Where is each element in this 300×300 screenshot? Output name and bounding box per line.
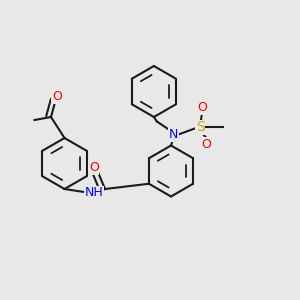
Text: S: S	[196, 121, 205, 134]
Text: O: O	[52, 90, 62, 104]
Text: N: N	[169, 128, 178, 142]
Text: O: O	[197, 101, 207, 114]
Text: O: O	[89, 161, 99, 174]
Text: NH: NH	[85, 186, 103, 200]
Text: O: O	[202, 138, 211, 151]
